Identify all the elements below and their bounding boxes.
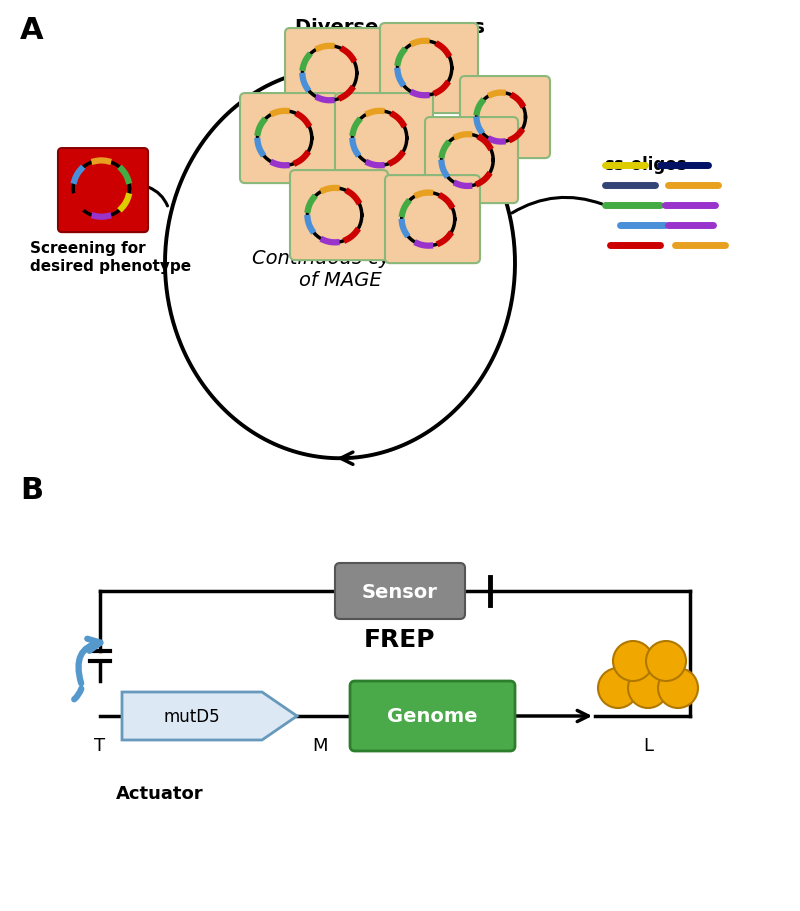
Text: B: B bbox=[20, 476, 43, 505]
Text: FREP: FREP bbox=[364, 628, 436, 651]
FancyBboxPatch shape bbox=[335, 563, 465, 619]
FancyBboxPatch shape bbox=[350, 681, 515, 752]
Text: Genome: Genome bbox=[386, 706, 478, 725]
Text: Actuator: Actuator bbox=[116, 784, 204, 802]
Text: ss-oligos: ss-oligos bbox=[604, 156, 686, 174]
Polygon shape bbox=[122, 692, 297, 740]
Circle shape bbox=[628, 669, 668, 708]
Circle shape bbox=[646, 641, 686, 681]
Circle shape bbox=[613, 641, 653, 681]
Text: T: T bbox=[94, 736, 106, 754]
FancyBboxPatch shape bbox=[460, 77, 550, 159]
FancyBboxPatch shape bbox=[425, 118, 518, 204]
Text: Continuous cycles
of MAGE: Continuous cycles of MAGE bbox=[252, 249, 428, 290]
Circle shape bbox=[598, 669, 638, 708]
FancyArrowPatch shape bbox=[74, 689, 82, 700]
Circle shape bbox=[658, 669, 698, 708]
FancyArrowPatch shape bbox=[78, 639, 100, 683]
FancyBboxPatch shape bbox=[240, 94, 338, 184]
Text: A: A bbox=[20, 16, 44, 45]
FancyBboxPatch shape bbox=[58, 148, 148, 233]
FancyBboxPatch shape bbox=[285, 29, 383, 119]
FancyBboxPatch shape bbox=[290, 171, 388, 261]
Text: Diverse genomes: Diverse genomes bbox=[295, 18, 485, 37]
Text: L: L bbox=[643, 736, 653, 754]
FancyBboxPatch shape bbox=[385, 176, 480, 264]
Text: Sensor: Sensor bbox=[362, 582, 438, 601]
FancyBboxPatch shape bbox=[335, 94, 433, 184]
Text: mutD5: mutD5 bbox=[164, 707, 220, 725]
Text: M: M bbox=[312, 736, 328, 754]
FancyBboxPatch shape bbox=[380, 24, 478, 114]
Text: Screening for
desired phenotype: Screening for desired phenotype bbox=[30, 241, 191, 273]
